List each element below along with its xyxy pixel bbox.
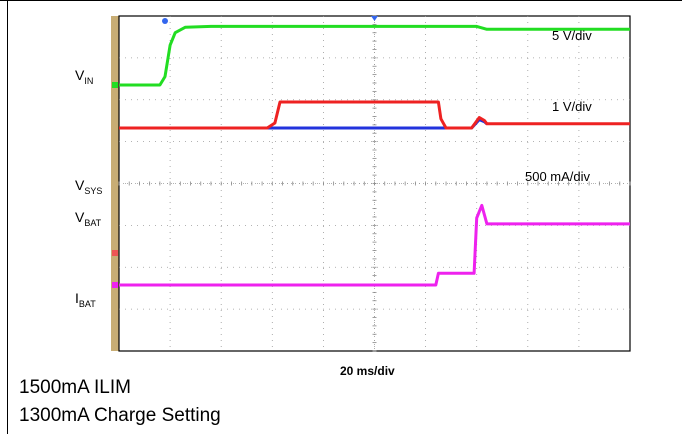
trigger-position-marker xyxy=(371,16,378,21)
vin-label: VIN xyxy=(75,67,93,86)
caption-charge-setting: 1300mA Charge Setting xyxy=(19,405,221,426)
frame-left-border xyxy=(7,0,8,434)
ch4-marker xyxy=(112,282,118,288)
ibat-label: IBAT xyxy=(75,290,96,309)
caption-ilim: 1500mA ILIM xyxy=(19,377,131,398)
scope-grid xyxy=(118,15,631,352)
vsys-scale-label: 1 V/div xyxy=(552,99,592,114)
trace-vsys xyxy=(119,100,630,130)
frame-top-border xyxy=(0,0,682,1)
ibat-scale-label: 500 mA/div xyxy=(525,169,591,184)
vsys-label: VSYS xyxy=(75,177,102,196)
channel-ground-strip xyxy=(111,16,119,351)
scope-traces xyxy=(119,24,630,287)
trace-vin xyxy=(119,24,630,87)
vin-scale-label: 5 V/div xyxy=(552,28,592,43)
ch1-marker xyxy=(112,82,118,88)
trigger-marker xyxy=(162,18,168,24)
time-scale-label: 20 ms/div xyxy=(340,364,395,378)
trace-ibat xyxy=(119,203,630,287)
ch2-marker xyxy=(112,250,118,256)
vbat-label: VBAT xyxy=(75,209,102,228)
